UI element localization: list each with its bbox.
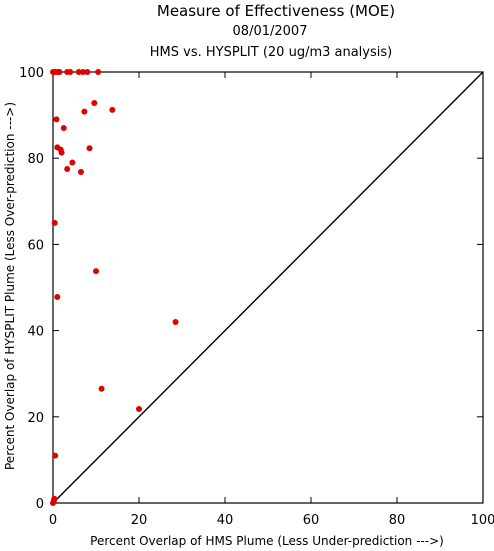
chart-title: Measure of Effectiveness (MOE) <box>157 2 395 20</box>
data-point <box>172 318 179 325</box>
data-point <box>64 165 71 172</box>
data-point <box>109 106 116 113</box>
data-point <box>54 293 61 300</box>
data-point <box>84 69 91 75</box>
data-point <box>56 69 63 75</box>
data-point <box>53 116 60 123</box>
data-point <box>60 125 67 132</box>
chart-subtitle-analysis: HMS vs. HYSPLIT (20 ug/m3 analysis) <box>150 45 392 60</box>
x-axis-label: Percent Overlap of HMS Plume (Less Under… <box>90 534 444 548</box>
data-point <box>77 168 84 175</box>
x-tick-label: 40 <box>217 513 234 528</box>
data-point <box>67 69 74 75</box>
y-tick-label: 0 <box>36 497 44 512</box>
data-points <box>50 69 179 506</box>
x-tick-label: 80 <box>389 513 406 528</box>
x-tick-label: 60 <box>303 513 320 528</box>
data-point <box>52 452 59 459</box>
data-point <box>58 149 65 156</box>
data-point <box>136 406 142 413</box>
x-tick-label: 100 <box>471 513 494 528</box>
x-tick-label: 20 <box>131 513 148 528</box>
y-tick-label: 20 <box>27 411 44 426</box>
y-tick-label: 100 <box>19 66 44 81</box>
plot-frame <box>52 71 484 504</box>
data-point <box>95 69 102 75</box>
data-point <box>69 159 76 166</box>
y-tick-label: 60 <box>27 238 44 253</box>
data-point <box>91 100 98 107</box>
chart-subtitle-date: 08/01/2007 <box>233 24 308 39</box>
data-point <box>93 268 99 275</box>
data-point <box>81 108 88 115</box>
data-point <box>75 69 82 75</box>
data-point <box>80 69 87 75</box>
data-point <box>51 219 58 226</box>
data-point <box>98 385 105 392</box>
data-point <box>51 495 58 502</box>
axes: 0 20 40 60 80 100 0 20 40 60 80 100 <box>19 66 494 528</box>
y-axis-label: Percent Overlap of HYSPLIT Plume (Less O… <box>3 102 17 470</box>
diagonal-reference-line <box>52 71 484 504</box>
y-tick-label: 40 <box>27 325 44 340</box>
data-point <box>86 145 93 152</box>
y-tick-label: 80 <box>27 152 44 167</box>
x-tick-label: 0 <box>49 513 57 528</box>
